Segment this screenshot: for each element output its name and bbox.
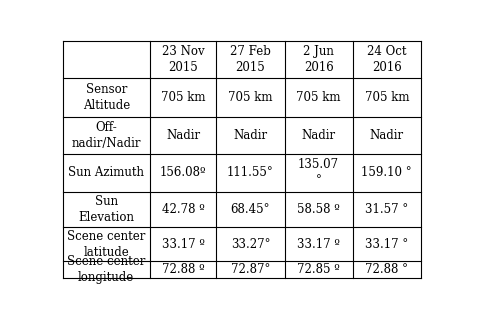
Text: Scene center
longitude: Scene center longitude <box>67 255 145 284</box>
Text: 23 Nov
2015: 23 Nov 2015 <box>162 45 204 74</box>
Text: Nadir: Nadir <box>370 129 404 142</box>
Text: Scene center
latitude: Scene center latitude <box>67 230 145 259</box>
Text: Sun
Elevation: Sun Elevation <box>78 195 134 224</box>
Text: 68.45°: 68.45° <box>231 203 270 216</box>
Text: Nadir: Nadir <box>233 129 268 142</box>
Text: 135.07
°: 135.07 ° <box>298 158 339 187</box>
Text: 33.17 º: 33.17 º <box>162 238 205 251</box>
Text: 27 Feb
2015: 27 Feb 2015 <box>230 45 271 74</box>
Text: 159.10 °: 159.10 ° <box>361 166 412 179</box>
Text: 24 Oct
2016: 24 Oct 2016 <box>367 45 407 74</box>
Text: 705 km: 705 km <box>365 91 409 104</box>
Text: 72.87°: 72.87° <box>231 263 270 276</box>
Text: Off-
nadir/Nadir: Off- nadir/Nadir <box>72 121 141 150</box>
Text: 2 Jun
2016: 2 Jun 2016 <box>303 45 334 74</box>
Text: 31.57 °: 31.57 ° <box>365 203 408 216</box>
Text: 705 km: 705 km <box>296 91 341 104</box>
Text: Sensor
Altitude: Sensor Altitude <box>83 83 130 112</box>
Text: 58.58 º: 58.58 º <box>297 203 340 216</box>
Text: Nadir: Nadir <box>166 129 200 142</box>
Text: 72.88 º: 72.88 º <box>162 263 204 276</box>
Text: 33.27°: 33.27° <box>231 238 270 251</box>
Text: 111.55°: 111.55° <box>227 166 274 179</box>
Text: 72.88 °: 72.88 ° <box>365 263 408 276</box>
Text: Sun Azimuth: Sun Azimuth <box>68 166 144 179</box>
Text: 33.17 °: 33.17 ° <box>365 238 408 251</box>
Text: 705 km: 705 km <box>161 91 205 104</box>
Text: Nadir: Nadir <box>302 129 336 142</box>
Text: 33.17 º: 33.17 º <box>297 238 340 251</box>
Text: 156.08º: 156.08º <box>160 166 206 179</box>
Text: 705 km: 705 km <box>228 91 272 104</box>
Text: 42.78 º: 42.78 º <box>162 203 205 216</box>
Text: 72.85 º: 72.85 º <box>297 263 340 276</box>
